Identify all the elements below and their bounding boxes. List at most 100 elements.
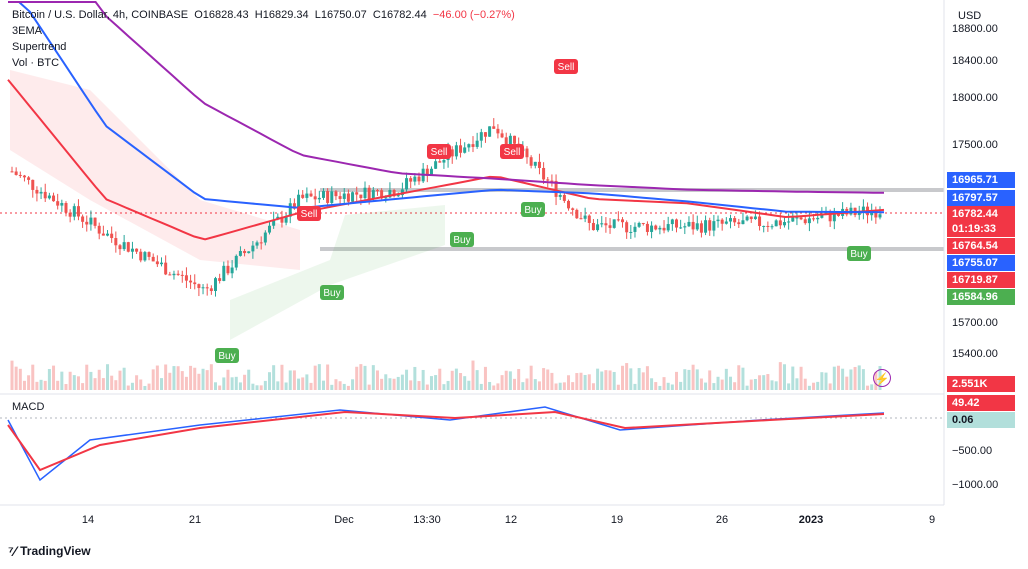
tradingview-icon: ⁷⁄ [8,543,17,559]
candle-body [355,192,359,195]
candle-body [380,190,384,199]
volume-bar [305,374,309,390]
volume-bar [521,382,525,390]
resistance-line [320,188,944,192]
volume-bar [500,375,504,390]
candle-body [554,180,558,197]
signal-badge-sell [427,144,451,159]
candle-body [571,208,575,210]
candle-body [542,167,546,180]
candle-body [52,195,56,202]
candle-body [172,273,176,276]
time-tick: 12 [504,514,518,526]
candle-body [583,215,587,219]
candle-body [637,222,641,227]
volume-bar [284,382,288,390]
volume-bar [504,370,508,390]
volume-bar [388,378,392,390]
candle-body [118,245,122,250]
candle-body [641,222,645,224]
high-label: H [254,9,263,21]
volume-bar [704,382,708,390]
volume-bar [575,373,579,390]
candle-body [782,222,786,226]
candle-body [533,161,537,166]
volume-bar [384,374,388,390]
candle-body [309,193,313,197]
candle-body [828,211,832,222]
time-tick: Dec [334,514,354,526]
price-tick: 18000.00 [952,92,998,104]
volume-bar [251,383,255,390]
indicator-3ema[interactable]: 3EMA [12,25,42,37]
volume-bar [496,383,500,390]
volume-bar [247,369,251,390]
volume-bar [89,371,93,390]
candle-body [608,225,612,228]
volume-bar [832,366,836,390]
volume-bar [14,366,18,390]
volume-bar [849,369,853,390]
volume-bar [18,368,22,390]
volume-bar [309,382,313,390]
lightning-icon[interactable]: ⚡ [873,369,891,387]
indicator-supertrend[interactable]: Supertrend [12,41,67,53]
macd-tick: −500.00 [952,445,993,457]
volume-bar [691,364,695,390]
signal-label: Buy [524,205,541,216]
macd-tick: −1000.00 [952,479,999,491]
volume-bar [122,367,126,390]
candle-body [297,194,301,209]
volume-bar [330,384,334,390]
candle-body [346,193,350,202]
candle-body [728,218,732,222]
candle-body [500,133,504,138]
volume-bar [288,370,292,390]
volume-bar [645,366,649,390]
volume-bar [326,364,330,390]
price-tag: 0.06 [947,412,1015,428]
volume-bar [450,370,454,390]
indicator-volume[interactable]: Vol · BTC [12,57,60,69]
candle-body [18,174,22,176]
volume-bar [658,385,662,390]
volume-bar [301,377,305,390]
volume-bar [405,369,409,390]
candle-body [259,242,263,244]
candle-body [230,267,234,274]
volume-bar [733,382,737,390]
candle-body [413,176,417,182]
volume-bar [745,385,749,390]
volume-bar [774,381,778,390]
volume-bar [683,369,687,390]
indicator-macd[interactable]: MACD [12,401,45,413]
volume-bar [679,381,683,390]
volume-bar [147,383,151,390]
currency-label[interactable]: USD [958,10,982,22]
tradingview-logo[interactable]: ⁷⁄ TradingView [8,543,91,559]
volume-bar [587,374,591,390]
volume-bar [866,385,870,390]
volume-bar [68,371,72,390]
candle-body [64,203,68,213]
volume-bar [180,371,184,390]
candle-body [737,222,741,225]
candle-body [330,191,334,203]
volume-bar [421,369,425,390]
candle-body [301,194,305,198]
volume-bar [695,369,699,390]
candle-body [683,226,687,228]
volume-bar [812,382,816,390]
volume-bar [782,364,786,390]
low-value: 16750.07 [320,9,367,21]
candle-body [288,203,292,217]
volume-bar [52,365,56,390]
price-tag: 49.42 [947,395,1015,411]
volume-bar [650,378,654,390]
volume-bar [35,381,39,390]
candle-body [193,282,197,285]
candle-body [733,218,737,223]
volume-bar [820,372,824,390]
volume-bar [342,383,346,390]
